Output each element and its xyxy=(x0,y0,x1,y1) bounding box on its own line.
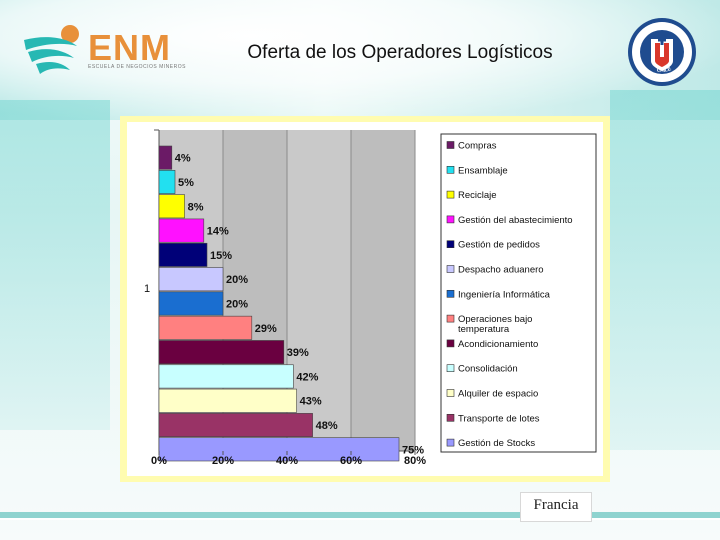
bar xyxy=(158,291,224,316)
background-wash-right xyxy=(610,90,720,450)
data-label: 39% xyxy=(287,347,309,359)
footer-band xyxy=(0,512,720,518)
data-label: 48% xyxy=(316,420,338,432)
university-seal-icon: UNIVERSIDAD CATÓLICA DEL NORTE CHILE xyxy=(627,17,696,86)
data-label: 5% xyxy=(178,177,194,189)
data-label: 42% xyxy=(296,371,318,383)
bar xyxy=(158,218,205,243)
source-box xyxy=(520,492,592,522)
legend-swatch xyxy=(446,339,455,348)
legend-label: Despacho aduanero xyxy=(458,265,544,276)
legend-swatch xyxy=(446,141,455,149)
background-wash-left xyxy=(0,100,110,430)
bar xyxy=(158,364,294,389)
legend-label: Transporte de lotes xyxy=(458,413,540,424)
x-tick-label: 60% xyxy=(340,455,362,467)
legend-label: Gestión de pedidos xyxy=(458,240,540,251)
bar xyxy=(158,170,176,194)
data-label: 20% xyxy=(226,274,248,286)
legend-label: Ensamblaje xyxy=(458,165,508,176)
bar xyxy=(158,194,185,219)
x-tick-label: 20% xyxy=(212,455,234,467)
bar xyxy=(158,437,400,462)
legend-swatch xyxy=(446,240,455,248)
footer-line xyxy=(0,518,720,520)
bar xyxy=(158,267,224,292)
bar xyxy=(158,388,297,413)
data-label: 4% xyxy=(175,153,191,165)
legend-swatch xyxy=(446,314,455,323)
legend-swatch xyxy=(446,289,455,298)
legend-swatch xyxy=(446,215,455,224)
data-label: 8% xyxy=(188,201,204,213)
legend-swatch xyxy=(446,389,455,397)
enm-logo-icon xyxy=(24,25,79,74)
background-wash-top xyxy=(0,0,720,120)
bar xyxy=(158,145,173,170)
data-label: 29% xyxy=(255,323,277,335)
data-label: 20% xyxy=(226,299,248,311)
source-label: Francia xyxy=(533,497,579,513)
grid-band xyxy=(351,130,415,451)
legend-label: Reciclaje xyxy=(458,190,497,201)
data-label: 14% xyxy=(207,226,229,238)
legend-label: Consolidación xyxy=(458,364,518,375)
bar xyxy=(158,242,208,267)
legend-label: Operaciones bajo temperatura xyxy=(458,314,532,335)
legend-label: Compras xyxy=(458,141,497,152)
legend-swatch xyxy=(446,438,455,447)
legend-swatch xyxy=(446,413,455,422)
data-label: 75% xyxy=(402,444,424,456)
legend-box xyxy=(440,133,597,453)
grid-band xyxy=(287,130,351,451)
legend-label: Gestión de Stocks xyxy=(458,438,535,449)
data-label: 15% xyxy=(210,250,232,262)
legend-label: Gestión del abastecimiento xyxy=(458,215,573,226)
legend-swatch xyxy=(446,190,455,199)
x-tick-label: 80% xyxy=(404,455,426,467)
x-tick-label: 40% xyxy=(276,455,298,467)
legend-label: Acondicionamiento xyxy=(458,339,538,350)
legend-label: Alquiler de espacio xyxy=(458,389,538,400)
data-label: 43% xyxy=(300,396,322,408)
logo-text: ENM xyxy=(88,27,171,68)
legend-swatch xyxy=(446,364,455,373)
legend-swatch xyxy=(446,265,455,273)
page-title: Oferta de los Operadores Logísticos xyxy=(247,42,553,63)
bar xyxy=(158,340,285,365)
y-category-label: 1 xyxy=(144,283,150,295)
legend-label: Ingeniería Informática xyxy=(458,289,551,300)
legend-swatch xyxy=(446,166,455,174)
x-tick-label: 0% xyxy=(151,455,167,467)
bar xyxy=(158,315,253,340)
logo-subtitle: ESCUELA DE NEGOCIOS MINEROS xyxy=(88,64,186,70)
bar xyxy=(158,413,313,437)
